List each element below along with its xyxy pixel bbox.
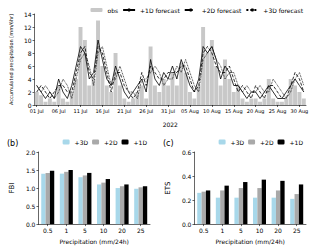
svg-text:1.0: 1.0 <box>26 185 36 192</box>
svg-text:06 Jul: 06 Jul <box>52 108 66 114</box>
svg-text:1.5: 1.5 <box>26 167 36 174</box>
svg-text:10: 10 <box>256 227 264 234</box>
svg-text:6: 6 <box>28 63 32 70</box>
svg-text:1: 1 <box>64 227 68 234</box>
svg-text:0.5: 0.5 <box>43 227 53 234</box>
svg-text:0: 0 <box>27 101 32 109</box>
svg-text:10 Aug: 10 Aug <box>203 108 221 115</box>
svg-text:4: 4 <box>28 76 32 83</box>
svg-text:21 Jul: 21 Jul <box>117 108 131 114</box>
svg-text:(c): (c) <box>163 139 174 148</box>
svg-text:0.0: 0.0 <box>182 221 192 228</box>
svg-text:16 Jul: 16 Jul <box>95 108 109 114</box>
svg-text:25: 25 <box>137 227 145 234</box>
svg-text:+1D: +1D <box>134 139 148 146</box>
svg-text:Accumulated precipitation [mm/: Accumulated precipitation [mm/6hr] <box>8 14 15 105</box>
svg-text:26 Jul: 26 Jul <box>139 108 153 114</box>
svg-text:0.5: 0.5 <box>26 203 36 210</box>
svg-text:12: 12 <box>24 24 32 31</box>
svg-text:30 Aug: 30 Aug <box>291 108 309 115</box>
svg-text:5: 5 <box>239 227 243 234</box>
svg-text:10: 10 <box>24 37 32 44</box>
svg-text:20 Aug: 20 Aug <box>247 108 265 115</box>
svg-text:5: 5 <box>83 227 87 234</box>
svg-text:Precipitation (mm/24h): Precipitation (mm/24h) <box>60 238 129 246</box>
svg-text:25 Aug: 25 Aug <box>269 108 287 115</box>
svg-text:2: 2 <box>28 89 32 96</box>
svg-text:(b): (b) <box>7 139 18 148</box>
svg-text:0.6: 0.6 <box>182 149 192 156</box>
svg-text:+3D: +3D <box>231 139 245 146</box>
svg-text:FBI: FBI <box>8 183 16 194</box>
svg-text:01 Jul: 01 Jul <box>30 108 44 114</box>
svg-text:obs: obs <box>107 7 118 14</box>
svg-text:0.0: 0.0 <box>26 221 36 228</box>
svg-text:31 Jul: 31 Jul <box>161 108 175 114</box>
svg-text:25: 25 <box>293 227 301 234</box>
svg-text:+1D forecast: +1D forecast <box>140 7 180 14</box>
svg-text:0.5: 0.5 <box>199 227 209 234</box>
svg-text:10: 10 <box>100 227 108 234</box>
svg-text:15 Aug: 15 Aug <box>225 108 243 115</box>
svg-text:20: 20 <box>274 227 282 234</box>
svg-text:14: 14 <box>24 11 32 18</box>
svg-text:+3D: +3D <box>75 139 89 146</box>
svg-text:+2D forecast: +2D forecast <box>202 7 242 14</box>
svg-text:ETS: ETS <box>164 181 172 195</box>
svg-text:2.0: 2.0 <box>26 149 36 156</box>
svg-text:0.4: 0.4 <box>182 173 192 180</box>
svg-text:2022: 2022 <box>163 121 178 128</box>
svg-text:+1D: +1D <box>290 139 304 146</box>
svg-text:11 Jul: 11 Jul <box>74 108 88 114</box>
svg-text:1: 1 <box>220 227 224 234</box>
svg-text:+3D forecast: +3D forecast <box>263 7 303 14</box>
svg-text:05 Aug: 05 Aug <box>181 108 199 115</box>
svg-text:8: 8 <box>28 50 32 57</box>
svg-text:+2D: +2D <box>260 139 274 146</box>
svg-text:+2D: +2D <box>104 139 118 146</box>
svg-text:0.2: 0.2 <box>182 197 192 204</box>
svg-text:Precipitation (mm/24h): Precipitation (mm/24h) <box>216 238 285 246</box>
svg-text:20: 20 <box>118 227 126 234</box>
